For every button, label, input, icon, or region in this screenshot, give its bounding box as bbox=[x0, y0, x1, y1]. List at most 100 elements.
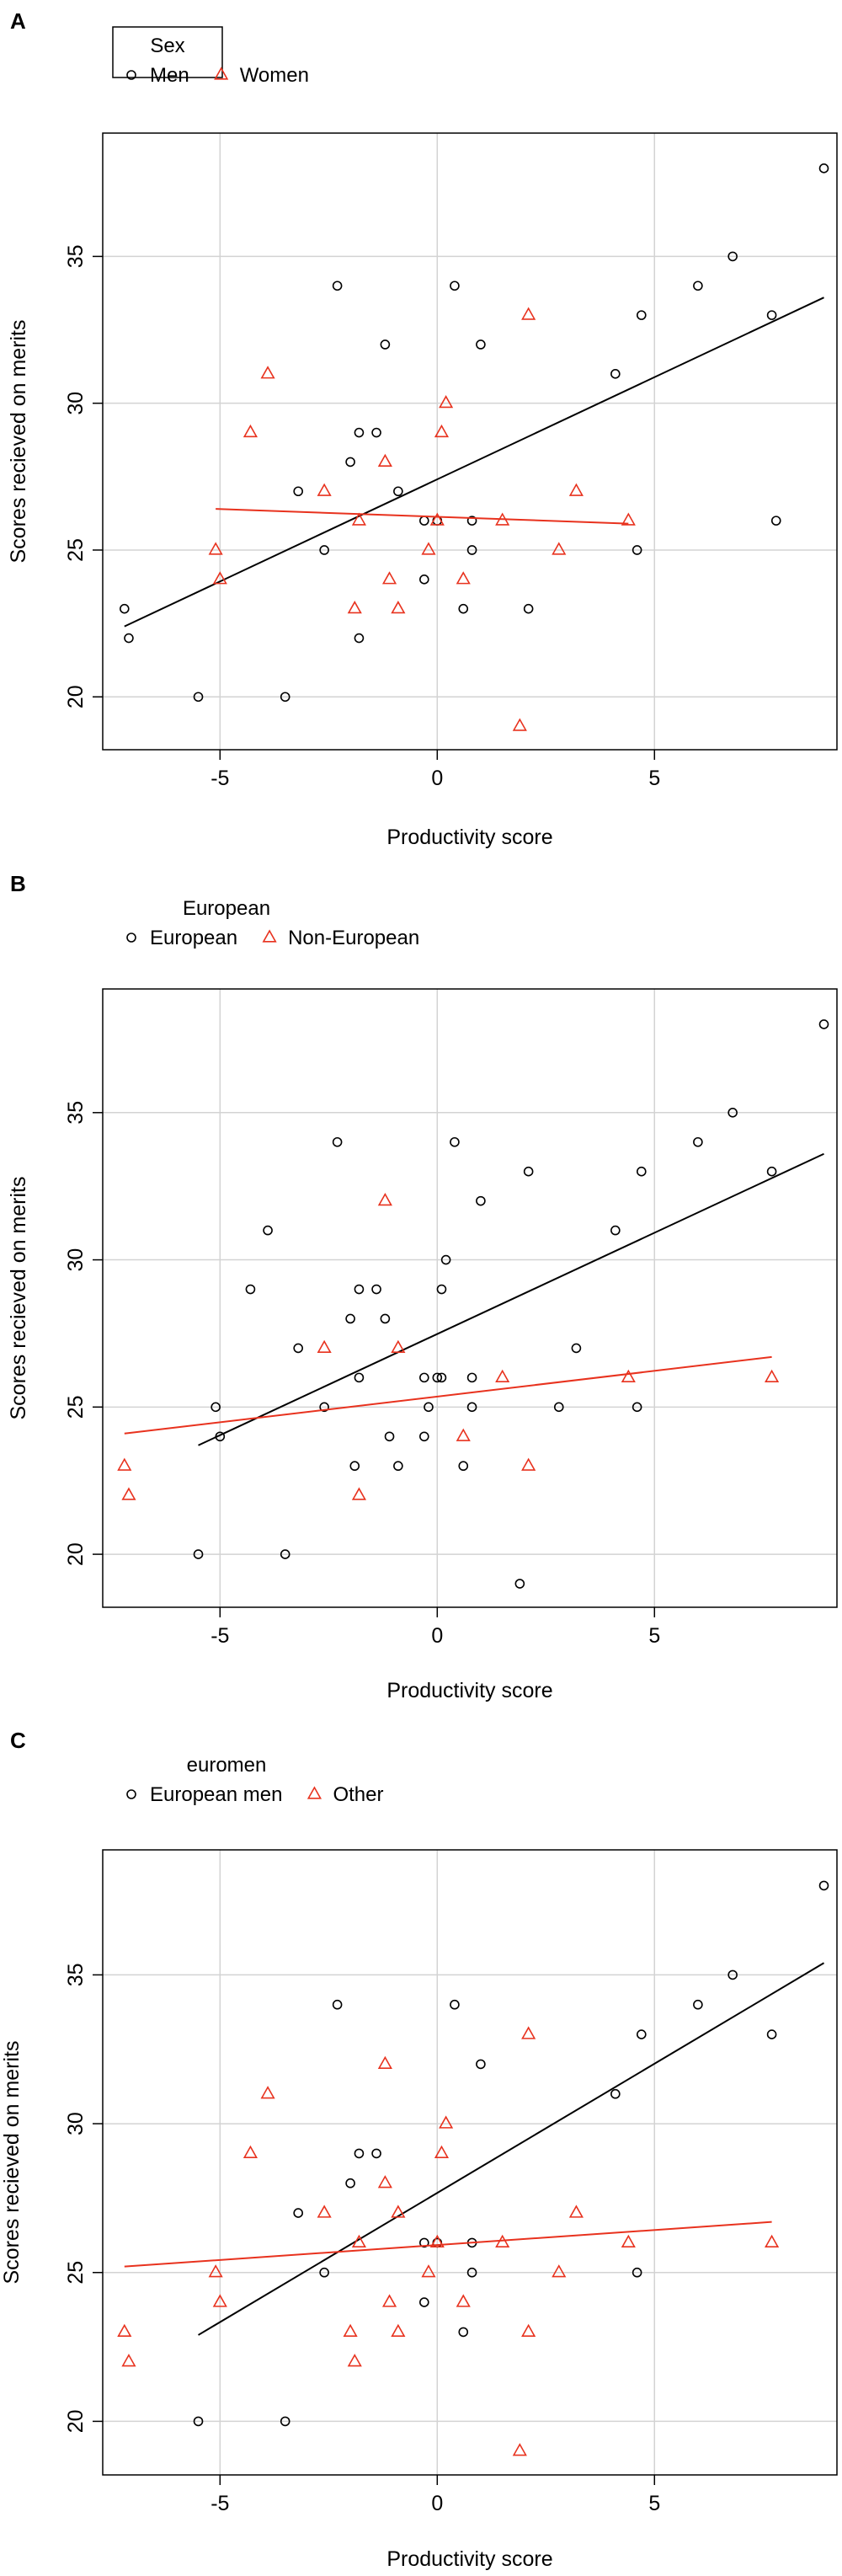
data-point bbox=[553, 1402, 564, 1413]
data-point bbox=[727, 1108, 738, 1118]
data-point bbox=[440, 1254, 451, 1265]
data-point bbox=[637, 2029, 647, 2039]
data-point bbox=[347, 2354, 362, 2367]
data-point bbox=[727, 1969, 738, 1980]
data-point bbox=[495, 512, 510, 526]
data-point bbox=[332, 281, 343, 291]
x-tick-label: 0 bbox=[431, 2492, 443, 2515]
y-tick-label: 20 bbox=[64, 685, 88, 708]
data-point bbox=[345, 2178, 355, 2189]
legend-marker-circle bbox=[126, 1789, 136, 1799]
data-point bbox=[121, 1487, 136, 1500]
chart-panel-b: B -5 0 5 20 25 30 35 Productivity score Scores re… bbox=[7, 871, 838, 1702]
data-point bbox=[317, 1339, 332, 1354]
data-point bbox=[280, 2416, 290, 2427]
data-point bbox=[121, 2354, 136, 2367]
y-axis-title: Scores recieved on merits bbox=[7, 319, 30, 563]
data-point bbox=[632, 545, 642, 555]
y-axis-title: Scores recieved on merits bbox=[0, 2040, 24, 2284]
data-point bbox=[521, 307, 536, 320]
data-point bbox=[245, 1284, 256, 1295]
legend-marker-triangle bbox=[214, 67, 229, 80]
plot-frame bbox=[102, 132, 838, 751]
data-point bbox=[419, 2237, 429, 2248]
data-point bbox=[693, 281, 703, 291]
data-point bbox=[766, 1166, 777, 1177]
data-point bbox=[419, 575, 429, 585]
data-point bbox=[476, 2059, 486, 2070]
data-point bbox=[384, 1431, 395, 1442]
data-point bbox=[391, 2323, 406, 2337]
data-point bbox=[319, 545, 329, 555]
data-point bbox=[208, 2264, 223, 2278]
data-point bbox=[280, 1549, 290, 1559]
data-point bbox=[432, 1372, 443, 1383]
data-point bbox=[391, 601, 406, 614]
data-point bbox=[421, 2264, 436, 2278]
x-tick-label: -5 bbox=[210, 1624, 229, 1648]
data-point bbox=[552, 2264, 567, 2278]
data-point bbox=[381, 571, 397, 585]
data-point bbox=[523, 1166, 534, 1177]
data-point bbox=[280, 692, 290, 703]
data-point bbox=[512, 718, 527, 731]
data-point bbox=[119, 603, 130, 614]
data-point bbox=[332, 1999, 343, 2010]
trend-line bbox=[124, 297, 824, 628]
data-point bbox=[347, 601, 362, 614]
data-point bbox=[419, 2297, 429, 2307]
data-point bbox=[458, 2327, 469, 2338]
data-point bbox=[208, 542, 223, 555]
legend-entry: Men bbox=[150, 64, 189, 87]
data-point bbox=[371, 427, 381, 438]
data-point bbox=[521, 1457, 536, 1471]
data-point bbox=[818, 1880, 829, 1891]
data-point bbox=[117, 1457, 132, 1471]
data-point bbox=[345, 457, 355, 468]
data-point bbox=[765, 2234, 780, 2247]
data-point bbox=[766, 2029, 777, 2039]
panel-letter: A bbox=[10, 8, 26, 34]
x-tick-label: 0 bbox=[431, 767, 443, 790]
data-point bbox=[381, 2294, 397, 2307]
plot-frame bbox=[102, 988, 838, 1608]
y-tick-label: 35 bbox=[64, 1963, 88, 1986]
data-point bbox=[521, 2323, 536, 2337]
data-point bbox=[436, 1284, 447, 1295]
legend-marker-circle bbox=[126, 70, 136, 80]
x-tick-label: -5 bbox=[210, 767, 229, 790]
legend-entry: Women bbox=[240, 64, 309, 87]
data-point bbox=[317, 483, 332, 496]
data-point bbox=[354, 1284, 365, 1295]
data-point bbox=[466, 2267, 477, 2278]
y-axis-title: Scores recieved on merits bbox=[7, 1176, 30, 1419]
data-point bbox=[351, 1487, 366, 1500]
data-point bbox=[293, 486, 303, 497]
data-point bbox=[621, 2234, 636, 2247]
data-point bbox=[818, 1019, 829, 1029]
data-point bbox=[212, 571, 227, 585]
data-point bbox=[429, 2234, 445, 2247]
data-point bbox=[380, 1313, 391, 1324]
legend-title: euromen bbox=[187, 1754, 267, 1777]
y-tick-label: 35 bbox=[64, 244, 88, 268]
y-tick-label: 25 bbox=[64, 538, 88, 562]
data-point bbox=[377, 2175, 392, 2189]
data-point bbox=[351, 2234, 366, 2247]
data-point bbox=[495, 2234, 510, 2247]
data-point bbox=[766, 310, 777, 320]
data-point bbox=[693, 1136, 703, 1147]
plot-frame bbox=[102, 1849, 838, 2476]
data-point bbox=[419, 516, 429, 526]
y-tick-label: 20 bbox=[64, 2409, 88, 2433]
data-point bbox=[429, 512, 445, 526]
data-point bbox=[377, 2055, 392, 2069]
data-point bbox=[765, 1369, 780, 1382]
data-point bbox=[351, 512, 366, 526]
data-point bbox=[450, 1136, 460, 1147]
panel-letter: B bbox=[10, 871, 26, 896]
data-point bbox=[391, 1339, 406, 1354]
data-point bbox=[260, 366, 275, 379]
data-point bbox=[434, 2145, 450, 2158]
y-tick-label: 25 bbox=[64, 1395, 88, 1419]
